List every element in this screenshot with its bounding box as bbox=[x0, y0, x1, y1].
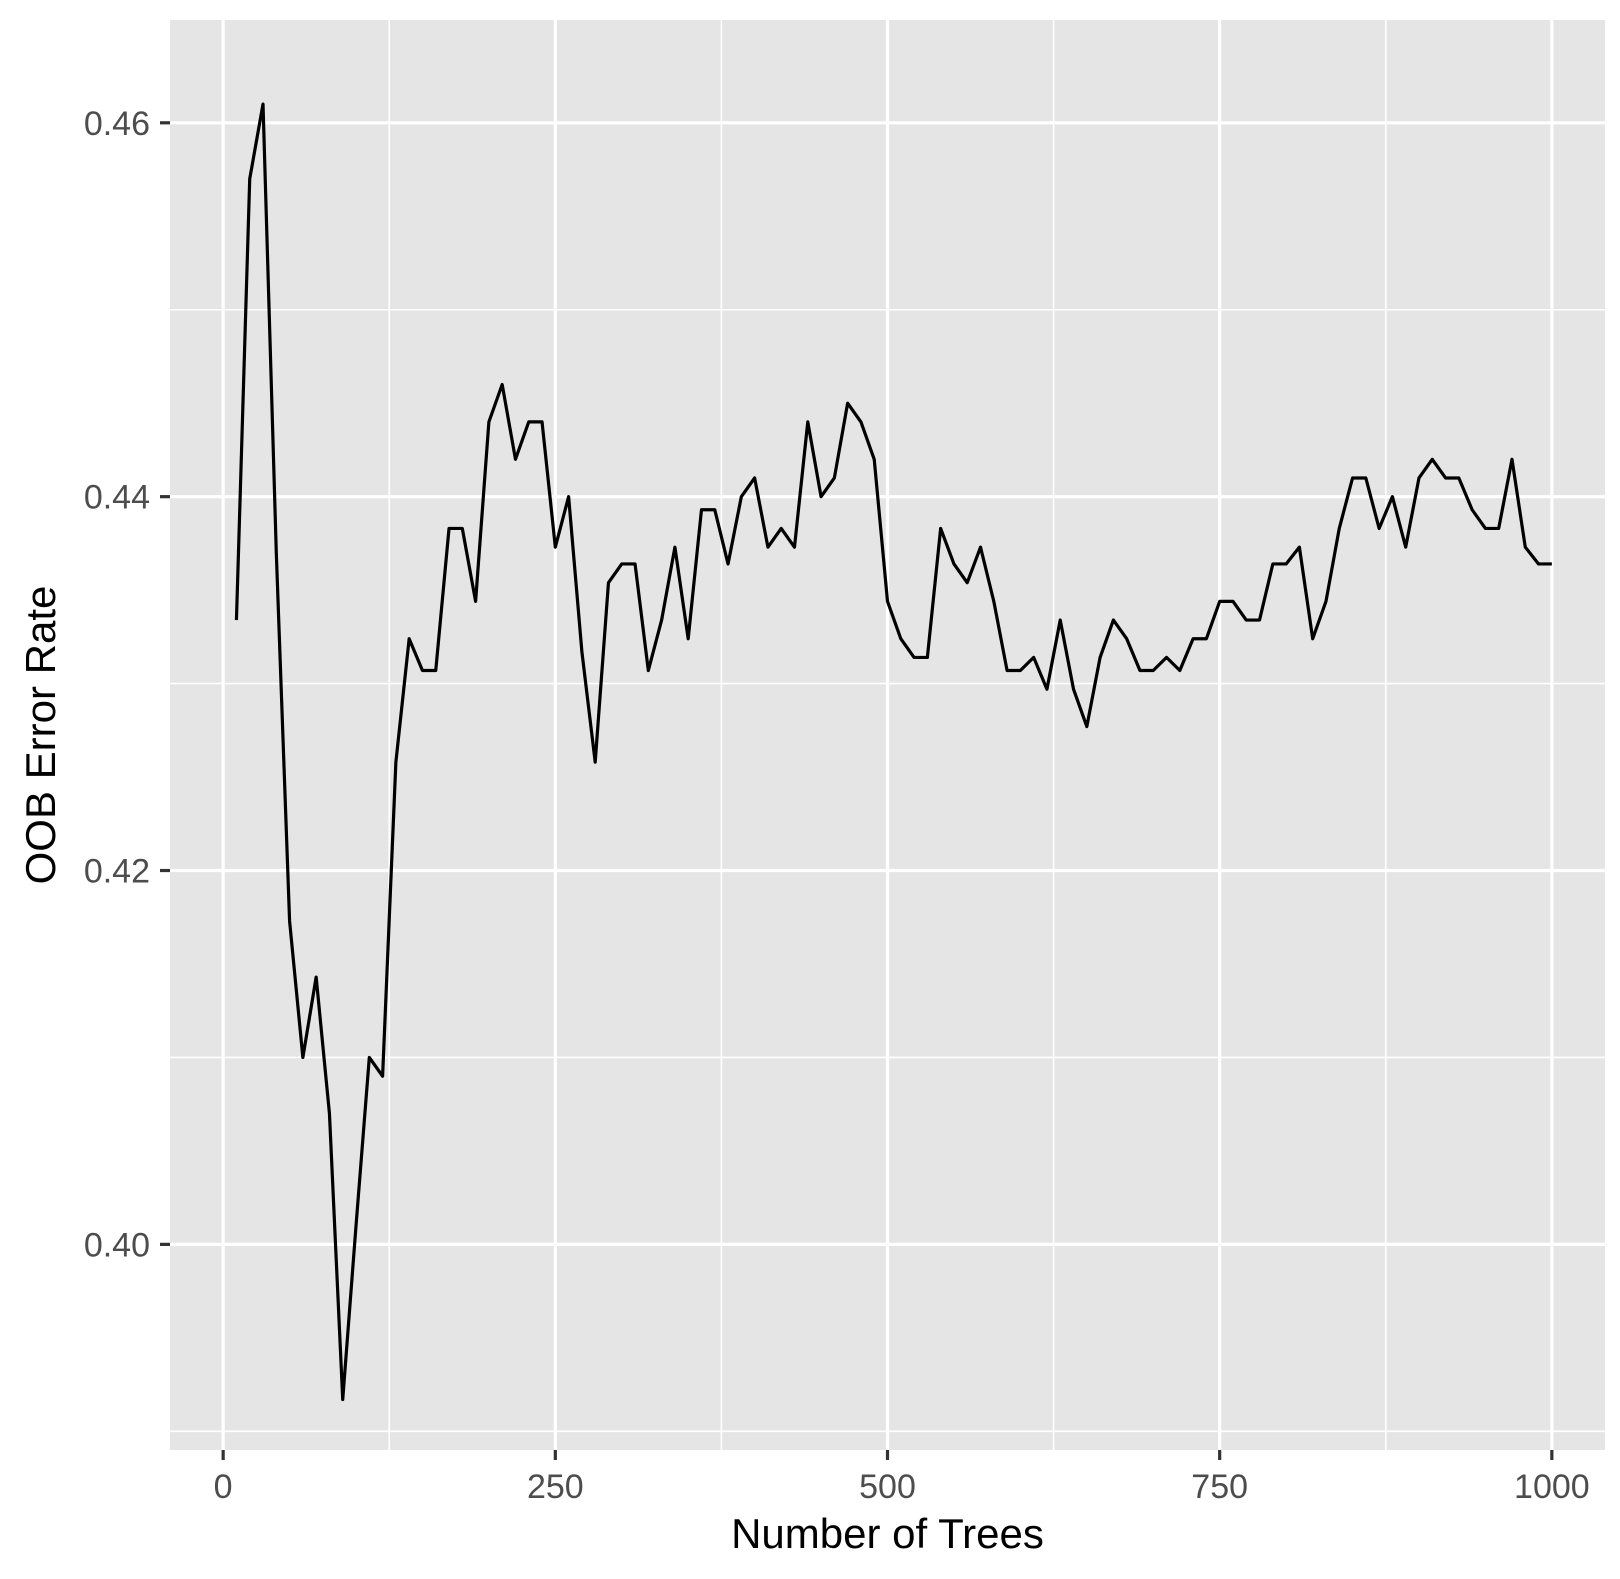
y-tick-label: 0.44 bbox=[84, 479, 150, 517]
x-axis: 0 250 500 750 1000 bbox=[214, 1450, 1590, 1506]
x-tick-label: 500 bbox=[859, 1468, 916, 1506]
oob-error-line bbox=[234, 102, 1552, 1402]
y-axis: 0.40 0.42 0.44 0.46 bbox=[84, 105, 170, 1264]
x-tick-label: 750 bbox=[1191, 1468, 1248, 1506]
major-gridlines bbox=[170, 20, 1605, 1450]
x-tick-label: 250 bbox=[527, 1468, 584, 1506]
y-axis-title: OOB Error Rate bbox=[17, 586, 64, 885]
x-tick-label: 1000 bbox=[1514, 1468, 1590, 1506]
x-tick-label: 0 bbox=[214, 1468, 233, 1506]
y-tick-label: 0.40 bbox=[84, 1226, 150, 1264]
x-axis-title: Number of Trees bbox=[731, 1510, 1044, 1557]
series-layer bbox=[234, 102, 1552, 1402]
y-tick-label: 0.42 bbox=[84, 853, 150, 891]
y-tick-label: 0.46 bbox=[84, 105, 150, 143]
